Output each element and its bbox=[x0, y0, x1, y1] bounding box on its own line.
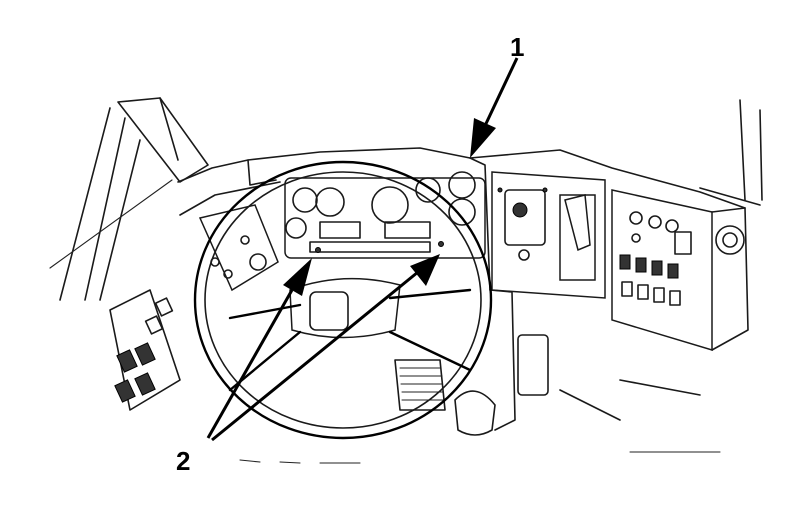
callout-1-arrow bbox=[470, 57, 519, 158]
center-pedestal bbox=[394, 289, 701, 436]
steering-wheel bbox=[193, 160, 493, 440]
callout-2-arrows bbox=[206, 254, 440, 442]
callout-label-1: 1 bbox=[510, 32, 524, 62]
right-windshield-frame bbox=[699, 99, 763, 206]
right-console bbox=[491, 171, 606, 299]
floor-line bbox=[239, 451, 721, 464]
callout-label-2: 2 bbox=[176, 446, 190, 476]
left-switch-bank bbox=[109, 289, 181, 411]
instrument-cluster bbox=[284, 171, 486, 259]
left-control-panel bbox=[198, 204, 279, 292]
left-windshield-frame bbox=[49, 97, 209, 301]
right-switch-panel bbox=[611, 189, 749, 352]
